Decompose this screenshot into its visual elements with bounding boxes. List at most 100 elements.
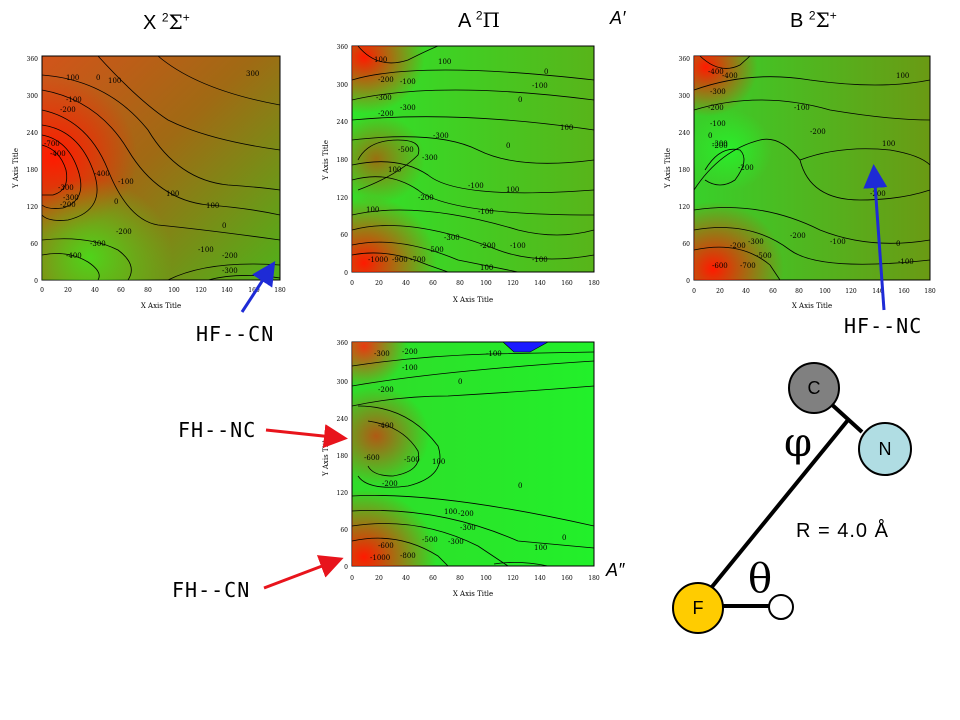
svg-text:0: 0 <box>518 96 522 104</box>
svg-text:X Axis Title: X Axis Title <box>453 296 493 304</box>
svg-text:-600: -600 <box>378 542 394 550</box>
svg-text:-200: -200 <box>458 510 474 518</box>
svg-text:160: 160 <box>898 288 910 295</box>
svg-text:-200: -200 <box>378 76 394 84</box>
svg-text:300: 300 <box>679 93 691 100</box>
panel-title-a: A 2Π <box>458 8 500 32</box>
svg-text:60: 60 <box>682 241 690 248</box>
svg-text:80: 80 <box>456 575 464 582</box>
svg-text:240: 240 <box>679 130 691 137</box>
svg-text:100: 100 <box>206 202 219 210</box>
svg-text:-200: -200 <box>712 142 728 150</box>
svg-text:Y Axis Title: Y Axis Title <box>322 436 330 477</box>
svg-text:360: 360 <box>679 56 691 63</box>
svg-text:100: 100 <box>506 186 519 194</box>
svg-text:-300: -300 <box>90 240 106 248</box>
svg-text:-400: -400 <box>50 150 66 158</box>
svg-text:20: 20 <box>375 575 383 582</box>
svg-text:0: 0 <box>344 564 348 571</box>
svg-text:180: 180 <box>274 287 286 294</box>
svg-text:X Axis Title: X Axis Title <box>453 590 493 598</box>
svg-text:-100: -100 <box>468 182 484 190</box>
svg-text:100: 100 <box>534 544 547 552</box>
panel-title-x: X 2Σ+ <box>143 10 190 34</box>
svg-text:-1000: -1000 <box>368 256 388 264</box>
svg-text:60: 60 <box>340 232 348 239</box>
svg-text:360: 360 <box>337 44 349 51</box>
svg-text:0: 0 <box>518 482 522 490</box>
svg-text:-300: -300 <box>63 194 79 202</box>
svg-text:40: 40 <box>91 287 99 294</box>
svg-text:60: 60 <box>340 527 348 534</box>
svg-text:120: 120 <box>337 195 349 202</box>
svg-text:Y Axis Title: Y Axis Title <box>12 148 20 189</box>
svg-text:0: 0 <box>350 575 354 582</box>
svg-text:-400: -400 <box>722 72 738 80</box>
svg-text:0: 0 <box>458 378 462 386</box>
svg-text:100: 100 <box>438 58 451 66</box>
distance-label: R = 4.0 Å <box>796 520 889 542</box>
svg-text:20: 20 <box>64 287 72 294</box>
arrow-hf-nc <box>863 164 888 311</box>
svg-text:-700: -700 <box>44 140 60 148</box>
svg-text:180: 180 <box>924 288 936 295</box>
a-double-prime-label: A″ <box>606 560 625 580</box>
svg-text:0: 0 <box>562 534 566 542</box>
svg-text:300: 300 <box>246 70 259 78</box>
svg-text:100: 100 <box>374 56 387 64</box>
svg-text:60: 60 <box>429 575 437 582</box>
svg-text:-100: -100 <box>532 256 548 264</box>
svg-text:240: 240 <box>27 130 39 137</box>
svg-text:-700: -700 <box>740 262 756 270</box>
svg-text:180: 180 <box>337 157 349 164</box>
svg-text:-200: -200 <box>382 480 398 488</box>
svg-text:-200: -200 <box>60 201 76 209</box>
svg-text:80: 80 <box>456 280 464 287</box>
svg-text:-200: -200 <box>418 194 434 202</box>
svg-text:120: 120 <box>195 287 207 294</box>
svg-text:100: 100 <box>366 206 379 214</box>
contour-labels-x: 100 0 100 -100 -200 -700 -400 -300 -400 … <box>44 70 259 275</box>
label-fh-nc: FH--NC <box>178 418 257 442</box>
svg-text:-200: -200 <box>708 104 724 112</box>
svg-text:240: 240 <box>337 416 349 423</box>
c-atom: C <box>788 362 840 414</box>
svg-text:X Axis Title: X Axis Title <box>141 302 181 310</box>
phi-symbol: φ <box>784 420 813 466</box>
svg-text:180: 180 <box>337 453 349 460</box>
svg-text:60: 60 <box>117 287 125 294</box>
svg-text:300: 300 <box>27 93 39 100</box>
svg-text:180: 180 <box>679 167 691 174</box>
svg-text:0: 0 <box>344 270 348 277</box>
svg-text:-200: -200 <box>378 110 394 118</box>
svg-text:160: 160 <box>561 575 573 582</box>
svg-text:300: 300 <box>337 82 349 89</box>
contour-plot-a-double-prime: -300 -200 -100 0 -100 -200 -400 -600 -50… <box>322 340 600 598</box>
svg-text:100: 100 <box>168 287 180 294</box>
svg-text:120: 120 <box>337 490 349 497</box>
svg-text:100: 100 <box>560 124 573 132</box>
svg-text:20: 20 <box>716 288 724 295</box>
svg-text:-100: -100 <box>794 104 810 112</box>
svg-text:-300: -300 <box>444 234 460 242</box>
f-c-bond <box>696 418 850 606</box>
svg-text:20: 20 <box>375 280 383 287</box>
svg-text:60: 60 <box>429 280 437 287</box>
label-fh-cn: FH--CN <box>172 578 251 602</box>
f-atom: F <box>672 582 724 634</box>
svg-text:40: 40 <box>402 575 410 582</box>
arrow-hf-cn <box>240 260 276 313</box>
label-hf-nc: HF--NC <box>844 314 923 338</box>
svg-text:-100: -100 <box>478 208 494 216</box>
svg-text:-100: -100 <box>830 238 846 246</box>
svg-text:0: 0 <box>96 74 100 82</box>
svg-text:-100: -100 <box>66 96 82 104</box>
svg-text:100: 100 <box>480 280 492 287</box>
svg-text:-400: -400 <box>94 170 110 178</box>
svg-text:-100: -100 <box>118 178 134 186</box>
svg-text:80: 80 <box>144 287 152 294</box>
svg-text:40: 40 <box>742 288 750 295</box>
svg-text:-300: -300 <box>422 154 438 162</box>
svg-text:-200: -200 <box>790 232 806 240</box>
svg-text:60: 60 <box>30 241 38 248</box>
